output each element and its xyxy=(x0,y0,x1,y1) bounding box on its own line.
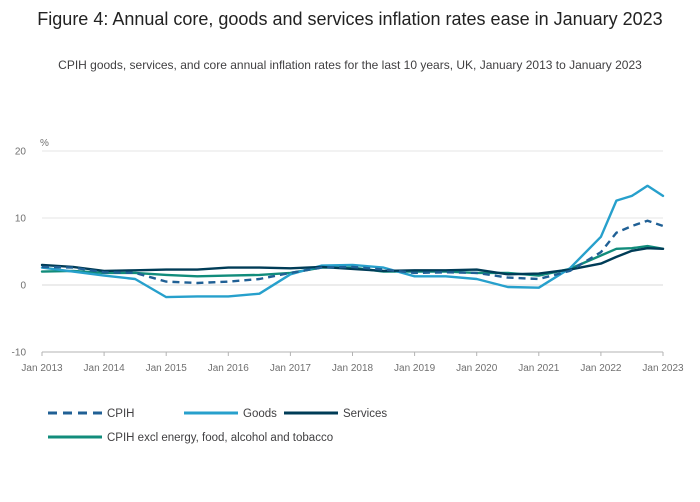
x-tick-label: Jan 2022 xyxy=(580,363,622,374)
y-axis-label: % xyxy=(40,138,49,149)
legend-label: CPIH excl energy, food, alcohol and toba… xyxy=(107,432,333,444)
x-tick-label: Jan 2013 xyxy=(21,363,63,374)
legend-item[interactable]: CPIH xyxy=(48,408,134,420)
legend-label: Services xyxy=(343,408,387,420)
legend-item[interactable]: Services xyxy=(284,408,387,420)
chart-title: Figure 4: Annual core, goods and service… xyxy=(37,9,663,29)
x-tick-label: Jan 2021 xyxy=(518,363,560,374)
y-tick-label: 0 xyxy=(20,281,26,292)
y-axis-ticks: 20 10 0 -10 xyxy=(12,147,27,359)
legend-item[interactable]: Goods xyxy=(184,408,277,420)
series-lines xyxy=(40,184,665,299)
y-tick-label: -10 xyxy=(12,348,27,359)
series-line-2 xyxy=(40,247,665,276)
x-tick-label: Jan 2017 xyxy=(270,363,312,374)
y-tick-label: 10 xyxy=(15,214,27,225)
x-tick-label: Jan 2019 xyxy=(394,363,436,374)
x-tick-label: Jan 2014 xyxy=(84,363,126,374)
legend[interactable]: CPIH Goods Services CPIH excl energy, food,… xyxy=(48,408,387,444)
series-line-1 xyxy=(40,184,665,299)
x-tick-label: Jan 2016 xyxy=(208,363,250,374)
x-tick-label: Jan 2018 xyxy=(332,363,374,374)
x-axis: Jan 2013 Jan 2014 Jan 2015 Jan 2016 Jan 2017… xyxy=(21,351,684,374)
gridlines xyxy=(42,150,663,353)
legend-item[interactable]: CPIH excl energy, food, alcohol and toba… xyxy=(48,432,333,444)
legend-label: CPIH xyxy=(107,408,134,420)
y-tick-label: 20 xyxy=(15,147,27,158)
series-line-0 xyxy=(41,219,664,285)
x-tick-label: Jan 2015 xyxy=(146,363,188,374)
x-tick-label: Jan 2020 xyxy=(456,363,498,374)
legend-label: Goods xyxy=(243,408,277,420)
chart-subtitle: CPIH goods, services, and core annual in… xyxy=(58,58,642,72)
x-tick-label: Jan 2023 xyxy=(642,363,684,374)
